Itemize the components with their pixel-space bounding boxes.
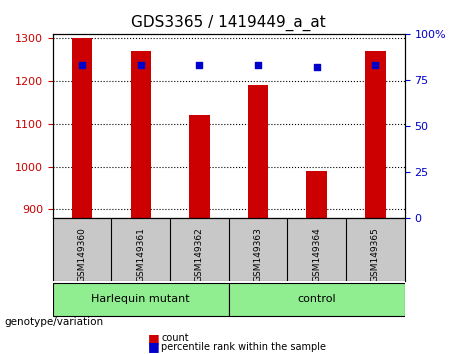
Text: ■: ■ <box>148 332 159 344</box>
Point <box>372 62 379 68</box>
Point <box>196 62 203 68</box>
Bar <box>307 171 327 218</box>
Text: GSM149363: GSM149363 <box>254 227 263 282</box>
Point <box>137 62 144 68</box>
Bar <box>365 51 385 218</box>
Bar <box>189 115 210 218</box>
Text: ■: ■ <box>148 341 159 353</box>
Point <box>313 64 320 70</box>
Text: percentile rank within the sample: percentile rank within the sample <box>161 342 326 352</box>
Text: Harlequin mutant: Harlequin mutant <box>91 295 190 304</box>
Text: GSM149364: GSM149364 <box>312 227 321 282</box>
FancyBboxPatch shape <box>229 283 405 316</box>
Point <box>78 62 86 68</box>
Text: GSM149361: GSM149361 <box>136 227 145 282</box>
Text: GSM149360: GSM149360 <box>77 227 87 282</box>
Text: control: control <box>297 295 336 304</box>
Point <box>254 62 262 68</box>
Text: GSM149362: GSM149362 <box>195 227 204 282</box>
Bar <box>130 51 151 218</box>
FancyBboxPatch shape <box>53 283 229 316</box>
Text: GSM149365: GSM149365 <box>371 227 380 282</box>
Bar <box>248 85 268 218</box>
Text: genotype/variation: genotype/variation <box>5 317 104 327</box>
Text: count: count <box>161 333 189 343</box>
Title: GDS3365 / 1419449_a_at: GDS3365 / 1419449_a_at <box>131 15 326 31</box>
Bar <box>72 38 92 218</box>
